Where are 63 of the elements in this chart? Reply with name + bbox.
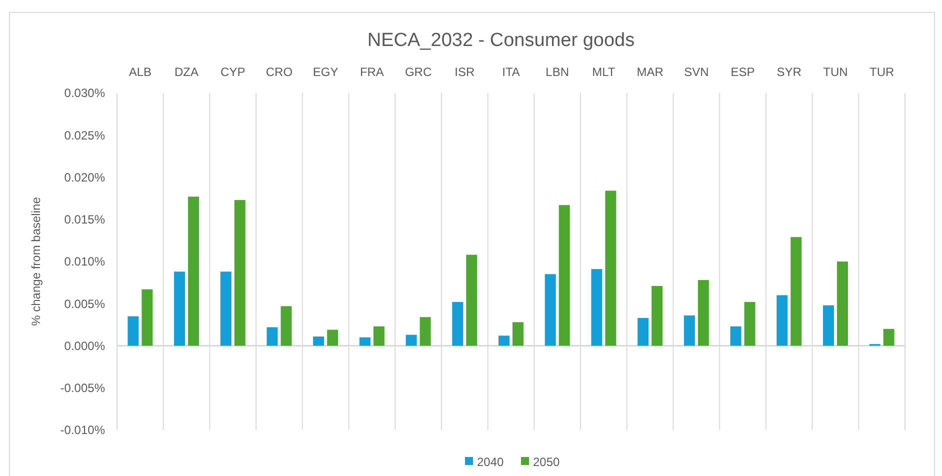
bar: [591, 269, 602, 346]
x-tick-label: DZA: [174, 65, 199, 79]
bar: [128, 316, 139, 346]
bar: [730, 326, 742, 346]
y-tick-label: -0.005%: [60, 381, 106, 396]
bar: [883, 328, 894, 346]
bar: [452, 302, 464, 346]
bar: [790, 237, 802, 346]
bar: [652, 286, 663, 346]
bar: [836, 262, 848, 346]
bar: [638, 318, 649, 346]
bar: [234, 200, 246, 346]
x-tick-label: MLT: [592, 65, 616, 79]
bar: [266, 327, 278, 346]
x-tick-label: CRO: [266, 65, 293, 79]
x-tick-label: ISR: [454, 65, 475, 79]
x-tick-label: TUN: [823, 65, 848, 79]
bar: [174, 272, 186, 346]
x-tick-label: LBN: [546, 65, 570, 79]
bar: [406, 334, 417, 346]
x-tick-label: ESP: [730, 65, 755, 79]
bar: [327, 330, 338, 346]
bar: [466, 254, 478, 346]
bar: [359, 337, 370, 346]
y-tick-label: 0.005%: [64, 296, 106, 311]
bar: [498, 336, 510, 346]
bar: [544, 274, 556, 346]
x-tick-label: SYR: [776, 65, 802, 79]
bar: [142, 289, 153, 346]
legend-label: 2050: [533, 455, 560, 470]
legend-label: 2040: [477, 455, 504, 470]
y-tick-label: 0.025%: [64, 128, 106, 142]
bar: [373, 326, 384, 346]
y-tick-label: 0.015%: [64, 212, 106, 227]
x-tick-label: ALB: [128, 65, 152, 79]
x-tick-label: TUR: [869, 65, 894, 79]
x-tick-label: CYP: [220, 65, 246, 79]
x-tick-label: GRC: [404, 65, 432, 79]
bar: [420, 317, 431, 346]
x-tick-label: MAR: [636, 65, 664, 79]
chart-title: NECA_2032 - Consumer goods: [367, 30, 635, 51]
x-tick-label: EGY: [312, 65, 338, 79]
y-tick-label: -0.010%: [60, 423, 106, 438]
bar: [558, 205, 570, 346]
y-tick-label: 0.020%: [64, 170, 106, 184]
bar: [280, 306, 292, 346]
y-tick-label: 0.010%: [64, 254, 106, 269]
bar: [744, 302, 756, 346]
y-tick-label: 0.000%: [64, 338, 106, 353]
bar: [776, 295, 788, 346]
bar: [698, 280, 709, 346]
bar: [220, 272, 232, 346]
x-tick-label: SVN: [684, 65, 709, 79]
y-tick-label: 0.030%: [64, 86, 106, 100]
y-axis-title: % change from baseline: [29, 196, 43, 326]
bar: [512, 322, 524, 346]
bar: [313, 336, 324, 346]
bar: [188, 196, 200, 346]
bar: [684, 315, 695, 346]
bar: [822, 305, 834, 346]
x-tick-label: ITA: [502, 65, 520, 79]
bar: [605, 190, 616, 346]
x-tick-label: FRA: [360, 65, 384, 79]
